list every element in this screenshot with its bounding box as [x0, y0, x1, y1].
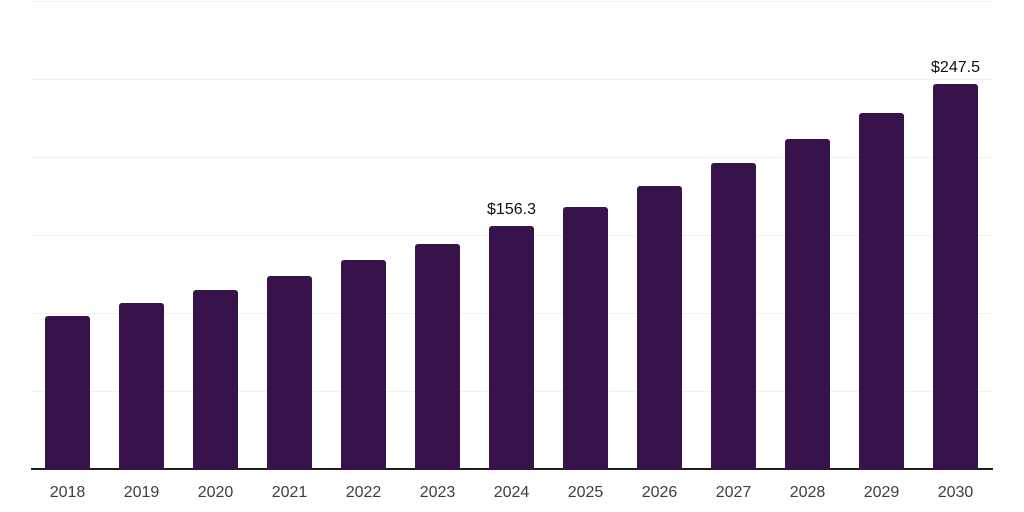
bar-2026	[637, 185, 682, 470]
bar-2022	[341, 260, 386, 470]
x-tick-label-2025: 2025	[567, 484, 604, 501]
x-tick-label-2018: 2018	[49, 484, 86, 501]
bar-2029	[859, 112, 904, 470]
gridline-200	[31, 157, 993, 158]
bar-2030	[933, 83, 978, 470]
value-label-2024: $156.3	[487, 201, 536, 219]
bar-2018	[45, 315, 90, 470]
bar-2024	[489, 226, 534, 470]
bar-2027	[711, 163, 756, 470]
plot-area: $156.3 $247.5	[31, 1, 993, 470]
gridline-300	[31, 1, 993, 2]
x-tick-label-2020: 2020	[197, 484, 234, 501]
bar-2023	[415, 243, 460, 470]
bar-2025	[563, 206, 608, 470]
bar-2021	[267, 275, 312, 470]
bar-2028	[785, 138, 830, 470]
x-tick-label-2026: 2026	[641, 484, 678, 501]
x-tick-label-2023: 2023	[419, 484, 456, 501]
x-tick-label-2019: 2019	[123, 484, 160, 501]
x-tick-label-2021: 2021	[271, 484, 308, 501]
bar-2019	[119, 303, 164, 470]
value-label-2030: $247.5	[931, 58, 980, 76]
x-tick-label-2022: 2022	[345, 484, 382, 501]
x-tick-label-2029: 2029	[863, 484, 900, 501]
bar-2020	[193, 289, 238, 470]
x-tick-label-2030: 2030	[937, 484, 974, 501]
x-tick-label-2027: 2027	[715, 484, 752, 501]
x-tick-label-2024: 2024	[493, 484, 530, 501]
gridline-250	[31, 79, 993, 80]
x-tick-label-2028: 2028	[789, 484, 826, 501]
